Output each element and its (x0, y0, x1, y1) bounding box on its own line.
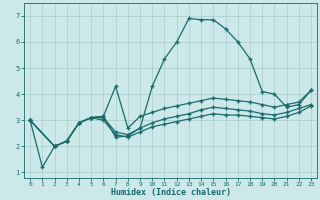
X-axis label: Humidex (Indice chaleur): Humidex (Indice chaleur) (111, 188, 231, 197)
